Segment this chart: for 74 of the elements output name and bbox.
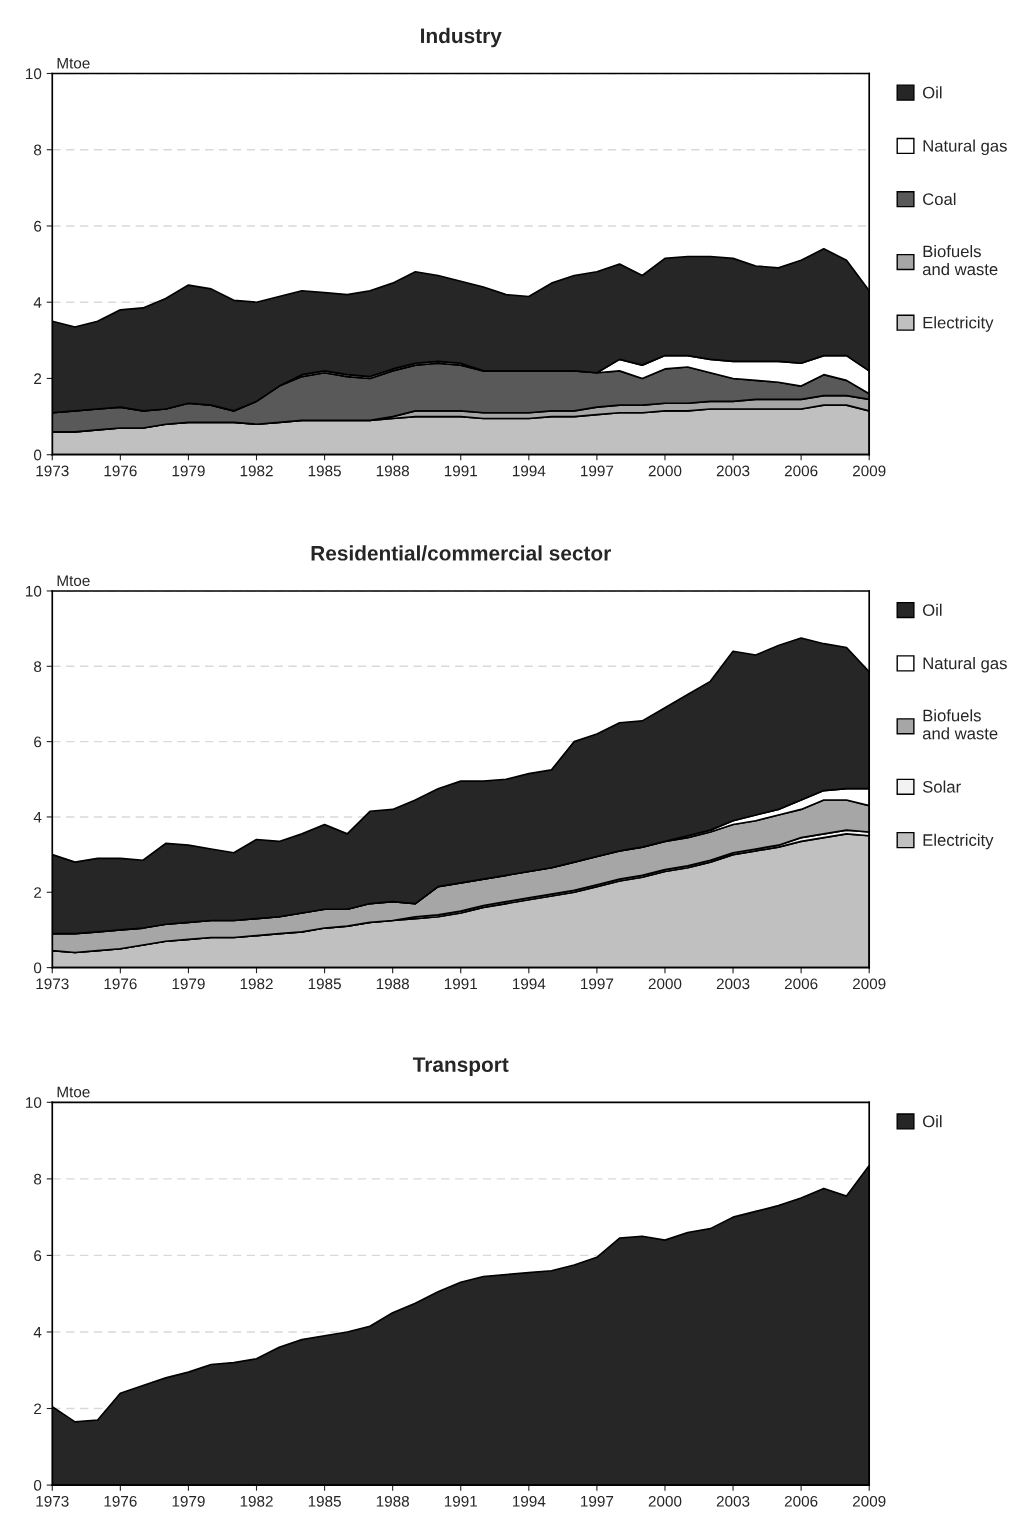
legend-label: Oil — [922, 86, 942, 99]
y-tick-label: 0 — [33, 962, 42, 974]
y-tick-label: 6 — [34, 736, 42, 748]
x-tick-label: 1982 — [240, 1495, 273, 1507]
x-tick-label: 1997 — [581, 465, 614, 477]
y-tick-label: 8 — [34, 661, 42, 672]
x-tick-label: 1985 — [308, 465, 341, 477]
y-tick-label: 0 — [33, 1479, 42, 1491]
y-tick-label: 10 — [26, 68, 42, 80]
x-tick-label: 1976 — [104, 465, 137, 477]
y-tick-label: 2 — [34, 373, 42, 384]
legend-label: Electricity — [923, 833, 994, 850]
legend-label: Natural gas — [923, 657, 1007, 673]
x-tick-label: 1994 — [512, 465, 546, 477]
x-tick-label: 2009 — [852, 465, 886, 477]
legend-label: Solar — [922, 780, 961, 793]
y-axis-title: Mtoe — [57, 575, 90, 587]
y-tick-label: 6 — [34, 1250, 42, 1262]
x-tick-label: 1976 — [104, 978, 137, 990]
x-tick-label: 2000 — [648, 465, 682, 477]
x-tick-label: 2003 — [716, 465, 750, 477]
x-tick-label: 2006 — [784, 1495, 818, 1507]
x-tick-label: 2003 — [716, 978, 750, 990]
x-tick-label: 1985 — [308, 1495, 341, 1507]
legend-label: Natural gas — [923, 139, 1007, 156]
chart-title: Residential/commercial sector — [311, 545, 611, 561]
x-tick-label: 1973 — [36, 978, 69, 990]
x-tick-label: 1982 — [240, 978, 273, 990]
x-tick-label: 1991 — [444, 465, 477, 477]
chart-title: Industry — [421, 27, 502, 48]
legend-label: Biofuels and waste — [922, 245, 998, 276]
x-tick-label: 1985 — [308, 978, 341, 990]
x-tick-label: 1997 — [581, 978, 614, 990]
y-tick-label: 0 — [33, 449, 42, 461]
legend-label: Biofuels and waste — [922, 709, 998, 740]
x-tick-label: 1979 — [172, 1495, 205, 1507]
x-tick-label: 1973 — [36, 465, 69, 477]
x-tick-label: 1991 — [444, 1495, 477, 1507]
y-tick-label: 2 — [34, 1403, 42, 1415]
y-tick-label: 10 — [26, 1097, 42, 1109]
x-tick-label: 2009 — [852, 1495, 886, 1507]
x-tick-label: 1994 — [512, 1495, 546, 1507]
y-tick-label: 6 — [34, 220, 42, 232]
x-tick-label: 1997 — [581, 1495, 614, 1507]
y-tick-label: 8 — [34, 144, 42, 156]
legend-label: Coal — [923, 192, 956, 206]
x-tick-label: 1988 — [376, 978, 409, 990]
y-axis-title: Mtoe — [57, 1086, 90, 1098]
y-tick-label: 4 — [33, 1327, 42, 1338]
x-tick-label: 1991 — [444, 978, 477, 990]
x-tick-label: 1994 — [512, 978, 546, 990]
chart-title: Transport — [412, 1057, 509, 1077]
legend-label: Electricity — [923, 316, 994, 332]
x-tick-label: 2003 — [716, 1495, 750, 1507]
x-tick-label: 2006 — [784, 465, 818, 477]
x-tick-label: 2006 — [784, 978, 818, 990]
y-axis-title: Mtoe — [57, 57, 90, 69]
x-tick-label: 1988 — [376, 465, 409, 477]
y-tick-label: 4 — [33, 811, 42, 823]
legend-label: Oil — [922, 603, 942, 616]
y-tick-label: 8 — [34, 1173, 42, 1185]
x-tick-label: 2000 — [648, 1495, 682, 1507]
legend-label: Oil — [922, 1115, 942, 1128]
x-tick-label: 1979 — [172, 978, 205, 990]
y-tick-label: 10 — [26, 585, 42, 597]
x-tick-label: 1982 — [240, 465, 273, 477]
y-tick-label: 2 — [34, 887, 42, 898]
x-tick-label: 2009 — [852, 978, 886, 990]
y-tick-label: 4 — [33, 297, 42, 308]
x-tick-label: 1973 — [36, 1495, 69, 1507]
x-tick-label: 2000 — [648, 978, 682, 990]
x-tick-label: 1988 — [376, 1495, 409, 1507]
x-tick-label: 1979 — [172, 465, 205, 477]
x-tick-label: 1976 — [104, 1495, 137, 1507]
